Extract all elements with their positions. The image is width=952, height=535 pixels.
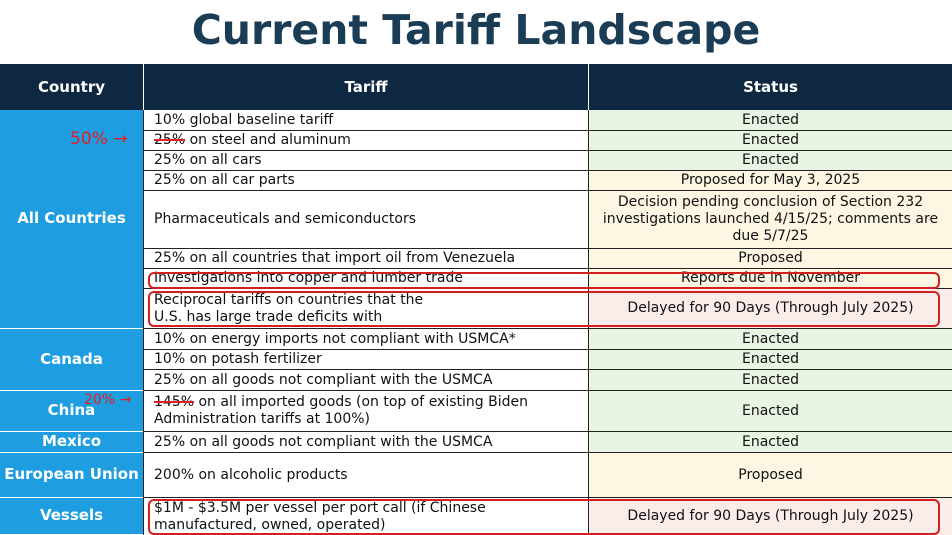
tariff-text: 10% on potash fertilizer xyxy=(154,351,322,368)
tariff-text: Pharmaceuticals and semiconductors xyxy=(154,211,417,228)
tariff-cell: 25% on all car parts xyxy=(143,171,588,191)
struck-rate: 145% xyxy=(154,394,195,411)
struck-rate: 25% xyxy=(154,132,186,149)
arrow-right-icon: → xyxy=(119,392,132,408)
status-cell: Enacted xyxy=(588,391,952,432)
header-country: Country xyxy=(0,64,143,110)
country-mexico: Mexico xyxy=(0,432,143,453)
arrow-right-icon: → xyxy=(113,129,128,149)
status-cell: Proposed for May 3, 2025 xyxy=(588,171,952,191)
status-cell: Decision pending conclusion of Section 2… xyxy=(588,191,952,249)
status-cell: Enacted xyxy=(588,131,952,151)
tariff-cell: 10% global baseline tariff xyxy=(143,110,588,131)
status-cell: Enacted xyxy=(588,151,952,171)
page-title: Current Tariff Landscape xyxy=(191,6,761,54)
tariff-cell: Pharmaceuticals and semiconductors xyxy=(143,191,588,249)
tariff-cell: 25% on all cars xyxy=(143,151,588,171)
country-china: China xyxy=(0,391,143,432)
tariff-text: 25% on all goods not compliant with the … xyxy=(154,371,493,388)
status-cell: Proposed xyxy=(588,249,952,269)
status-cell: Enacted xyxy=(588,110,952,131)
tariff-text: on all imported goods (on top of existin… xyxy=(154,394,528,427)
tariff-cell: 25% on steel and aluminum xyxy=(143,131,588,151)
country-canada: Canada xyxy=(0,329,143,391)
country-vessels: Vessels xyxy=(0,498,143,535)
tariff-text: 25% on all car parts xyxy=(154,172,295,189)
tariff-cell: 10% on energy imports not compliant with… xyxy=(143,329,588,350)
tariff-text: 200% on alcoholic products xyxy=(154,466,348,483)
tariff-cell: 25% on all countries that import oil fro… xyxy=(143,249,588,269)
tariff-cell: 25% on all goods not compliant with the … xyxy=(143,432,588,453)
tariff-text: 10% on energy imports not compliant with… xyxy=(154,330,516,347)
status-cell: Proposed xyxy=(588,453,952,498)
tariff-cell: Investigations into copper and lumber tr… xyxy=(143,269,588,289)
tariff-cell: 200% on alcoholic products xyxy=(143,453,588,498)
status-cell: Enacted xyxy=(588,350,952,370)
tariff-cell: $1M - $3.5M per vessel per port call (if… xyxy=(143,498,588,535)
tariff-cell: 25% on all goods not compliant with the … xyxy=(143,370,588,391)
tariff-cell: 145% on all imported goods (on top of ex… xyxy=(143,391,588,432)
header-status: Status xyxy=(588,64,952,110)
tariff-text-wrap: 145% on all imported goods (on top of ex… xyxy=(154,394,574,428)
tariff-text: on steel and aluminum xyxy=(185,132,351,149)
status-cell: Reports due in November xyxy=(588,269,952,289)
header-tariff: Tariff xyxy=(143,64,588,110)
country-all-countries: All Countries xyxy=(0,110,143,329)
tariff-text: $1M - $3.5M per vessel per port call (if… xyxy=(154,499,486,533)
status-cell: Enacted xyxy=(588,370,952,391)
annotation-steel-rate: 50% → xyxy=(70,129,127,149)
tariff-text: 25% on all cars xyxy=(154,152,262,169)
tariff-text: 25% on all goods not compliant with the … xyxy=(154,433,493,450)
annotation-china-rate: 20% → xyxy=(84,392,131,408)
country-european-union: European Union xyxy=(0,453,143,498)
tariff-text: Investigations into copper and lumber tr… xyxy=(154,270,463,287)
annotation-china-value: 20% xyxy=(84,392,116,408)
status-cell: Enacted xyxy=(588,432,952,453)
tariff-text: 10% global baseline tariff xyxy=(154,111,334,128)
annotation-steel-value: 50% xyxy=(70,129,108,149)
tariff-text: Reciprocal tariffs on countries that the… xyxy=(154,291,424,325)
tariff-cell: Reciprocal tariffs on countries that the… xyxy=(143,289,588,329)
status-cell: Enacted xyxy=(588,329,952,350)
tariff-cell: 10% on potash fertilizer xyxy=(143,350,588,370)
tariff-text: 25% on all countries that import oil fro… xyxy=(154,250,516,267)
status-cell: Delayed for 90 Days (Through July 2025) xyxy=(588,498,952,535)
status-cell: Delayed for 90 Days (Through July 2025) xyxy=(588,289,952,329)
